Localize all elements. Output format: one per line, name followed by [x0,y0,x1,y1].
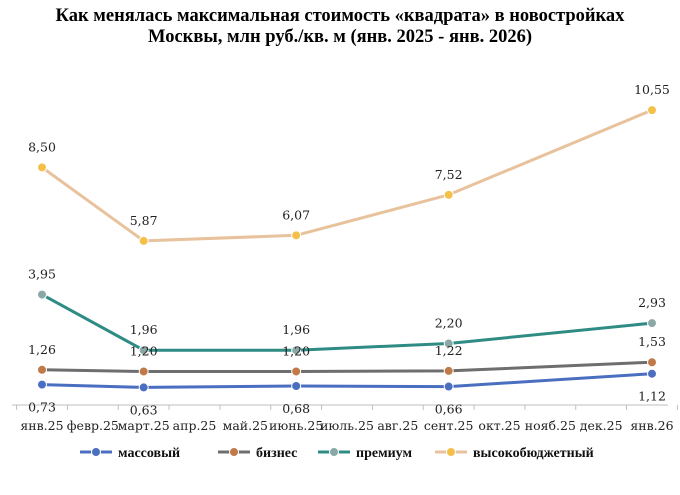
data-label: 1,12 [638,389,666,404]
data-point [138,345,149,356]
data-labels: 0,73 0,63 0,68 0,66 1,12 1,26 1,20 1,20 1,22 1,53… [28,82,670,417]
data-label: 1,26 [28,342,56,357]
x-tick-label: июнь.25 [269,418,323,433]
x-tick-label: сент.25 [424,418,474,433]
x-tick-label: янв.25 [20,418,63,433]
data-label: 2,20 [435,316,463,331]
data-point [291,366,302,377]
data-point [138,235,149,246]
series-line [40,372,654,389]
data-point [291,230,302,241]
data-label: 5,87 [130,213,158,228]
chart-title: Как менялась максимальная стоимость «ква… [55,6,625,47]
data-label: 1,96 [282,322,310,337]
data-point [443,381,454,392]
data-point [291,380,302,391]
data-point [647,318,657,329]
data-label: 3,95 [28,267,56,282]
data-label: 1,20 [130,343,158,358]
data-point [443,365,454,376]
data-point [37,379,47,390]
data-point [37,364,47,375]
x-tick-label: апр.25 [173,418,217,433]
x-tick-label: июль.25 [320,418,374,433]
data-point [647,368,657,379]
legend-label: высокобюджетный [473,446,594,461]
x-tick-label: янв.26 [630,418,673,433]
data-point [443,189,454,200]
data-point [291,345,302,356]
data-label: 0,73 [28,400,56,415]
data-label: 1,20 [282,343,310,358]
x-tick-label: окт.25 [478,418,520,433]
data-label: 0,68 [282,401,310,416]
x-tick-label: дек.25 [580,418,623,433]
data-point [647,105,657,116]
data-point [138,382,149,393]
legend-marker [229,447,239,457]
x-tick-label: май.25 [223,418,268,433]
legend-marker [91,447,101,457]
x-tick-label: авг.25 [377,418,418,433]
data-point [138,366,149,377]
legend-marker [446,447,456,457]
legend-label: бизнес [256,446,297,461]
x-tick-label: февр.25 [67,418,119,433]
data-label: 2,93 [638,295,666,310]
series-line [40,360,654,373]
data-label: 10,55 [634,82,670,97]
data-point [37,289,47,300]
legend: массовый бизнес премиум высокобюджетный [80,446,594,461]
data-label: 6,07 [282,207,310,222]
data-point [443,338,454,349]
legend-label: премиум [356,446,412,461]
data-label: 1,96 [130,322,158,337]
legend-label: массовый [118,446,180,461]
x-tick-label: март.25 [118,418,170,433]
data-label: 1,22 [435,343,463,358]
data-label: 0,63 [130,402,158,417]
data-label: 8,50 [28,139,56,154]
data-label: 1,53 [638,334,666,349]
data-label: 7,52 [435,167,463,182]
data-point [37,162,47,173]
data-label: 0,66 [435,402,463,417]
data-point [647,357,657,368]
series-layer [37,105,657,393]
legend-marker [329,447,339,457]
x-tick-label: нояб.25 [525,418,576,433]
